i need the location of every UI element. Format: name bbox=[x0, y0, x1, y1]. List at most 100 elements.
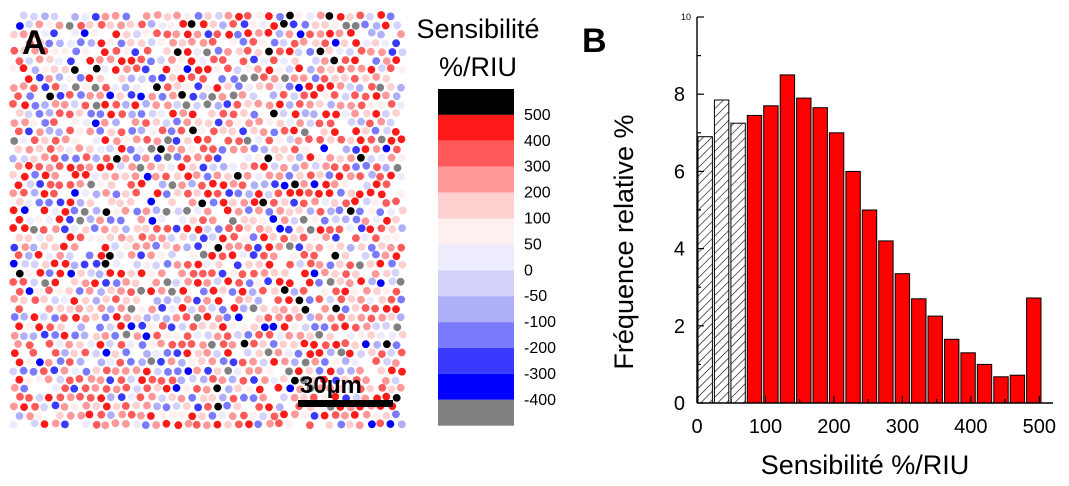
particle-dot bbox=[340, 375, 349, 384]
particle-dot bbox=[20, 332, 28, 340]
particle-dot bbox=[127, 74, 136, 83]
particle-dot bbox=[118, 110, 127, 118]
particle-dot bbox=[275, 242, 284, 251]
particle-dot bbox=[337, 420, 346, 429]
particle-dot bbox=[148, 217, 157, 225]
particle-dot bbox=[71, 367, 80, 376]
particle-dot bbox=[25, 287, 34, 295]
particle-dot bbox=[265, 47, 273, 56]
particle-dot bbox=[367, 65, 376, 74]
particle-dot bbox=[243, 11, 252, 20]
particle-dot bbox=[70, 277, 79, 286]
particle-dot bbox=[254, 190, 263, 198]
particle-dot bbox=[174, 207, 183, 216]
particle-dot bbox=[203, 348, 212, 357]
particle-dot bbox=[106, 216, 115, 224]
particle-dot bbox=[45, 39, 54, 48]
particle-dot bbox=[210, 55, 218, 64]
particle-dot bbox=[151, 172, 160, 181]
particle-dot bbox=[10, 402, 18, 411]
particle-dot bbox=[270, 109, 278, 118]
particle-dot bbox=[304, 189, 313, 197]
particle-dot bbox=[148, 92, 157, 101]
particle-dot bbox=[305, 82, 313, 91]
particle-dot bbox=[31, 101, 40, 110]
particle-dot bbox=[187, 340, 196, 348]
particle-dot bbox=[270, 412, 279, 421]
particle-dot bbox=[362, 376, 370, 385]
particle-dot bbox=[111, 66, 120, 74]
particle-dot bbox=[199, 75, 208, 83]
particle-dot bbox=[10, 243, 19, 252]
particle-dot bbox=[82, 83, 91, 92]
particle-dot bbox=[266, 419, 274, 428]
particle-dot bbox=[250, 162, 259, 171]
particle-dot bbox=[332, 376, 340, 385]
particle-dot bbox=[255, 403, 264, 411]
particle-dot bbox=[300, 393, 308, 402]
particle-dot bbox=[310, 412, 319, 420]
particle-dot bbox=[316, 84, 325, 92]
particle-dot bbox=[299, 37, 308, 46]
particle-dot bbox=[137, 286, 146, 295]
histogram-bar bbox=[746, 114, 763, 404]
particle-dot bbox=[132, 64, 141, 73]
particle-dot bbox=[163, 30, 172, 39]
particle-dot bbox=[9, 278, 18, 286]
colorbar-swatch bbox=[438, 399, 514, 426]
particle-dot bbox=[224, 385, 233, 394]
particle-dot bbox=[367, 314, 376, 323]
particle-dot bbox=[173, 172, 182, 181]
particle-dot bbox=[204, 366, 213, 375]
particle-dot bbox=[355, 421, 364, 430]
particle-dot bbox=[75, 341, 84, 349]
particle-dot bbox=[86, 215, 95, 224]
particle-dot bbox=[97, 304, 106, 313]
particle-dot bbox=[388, 366, 396, 375]
particle-dot bbox=[143, 384, 152, 393]
particle-dot bbox=[152, 241, 161, 250]
particle-dot bbox=[29, 367, 38, 376]
particle-dot bbox=[296, 385, 304, 394]
particle-dot bbox=[275, 153, 283, 162]
particle-dot bbox=[106, 305, 115, 314]
particle-dot bbox=[158, 410, 167, 419]
particle-dot bbox=[92, 349, 100, 358]
particle-dot bbox=[112, 118, 120, 127]
particle-dot bbox=[39, 367, 48, 376]
particle-dot bbox=[50, 366, 59, 375]
particle-dot bbox=[40, 420, 49, 428]
particle-dot bbox=[30, 136, 39, 145]
particle-dot bbox=[92, 190, 101, 199]
particle-dot bbox=[56, 411, 64, 420]
particle-dot bbox=[229, 269, 238, 278]
particle-dot bbox=[163, 47, 171, 55]
particle-dot bbox=[193, 135, 202, 144]
particle-dot bbox=[112, 100, 121, 109]
particle-dot bbox=[249, 216, 257, 225]
particle-dot bbox=[173, 48, 182, 56]
particle-dot bbox=[14, 251, 23, 259]
particle-dot bbox=[179, 233, 188, 241]
particle-dot bbox=[97, 394, 106, 403]
particle-dot bbox=[276, 206, 285, 215]
particle-dot bbox=[81, 189, 90, 198]
particle-dot bbox=[306, 65, 315, 74]
particle-dot bbox=[126, 20, 135, 29]
particle-dot bbox=[229, 358, 238, 367]
particle-dot bbox=[342, 199, 350, 208]
particle-dot bbox=[153, 154, 162, 163]
particle-dot bbox=[357, 313, 366, 322]
particle-dot bbox=[285, 65, 294, 73]
particle-dot bbox=[347, 295, 356, 303]
particle-dot bbox=[132, 401, 141, 410]
particle-dot bbox=[209, 179, 217, 188]
particle-dot bbox=[285, 331, 294, 340]
particle-dot bbox=[285, 314, 293, 322]
particle-dot bbox=[312, 56, 320, 65]
particle-dot bbox=[19, 277, 28, 286]
particle-dot bbox=[240, 215, 249, 224]
particle-dot bbox=[193, 366, 201, 375]
particle-dot bbox=[345, 349, 354, 358]
particle-dot bbox=[225, 224, 233, 233]
